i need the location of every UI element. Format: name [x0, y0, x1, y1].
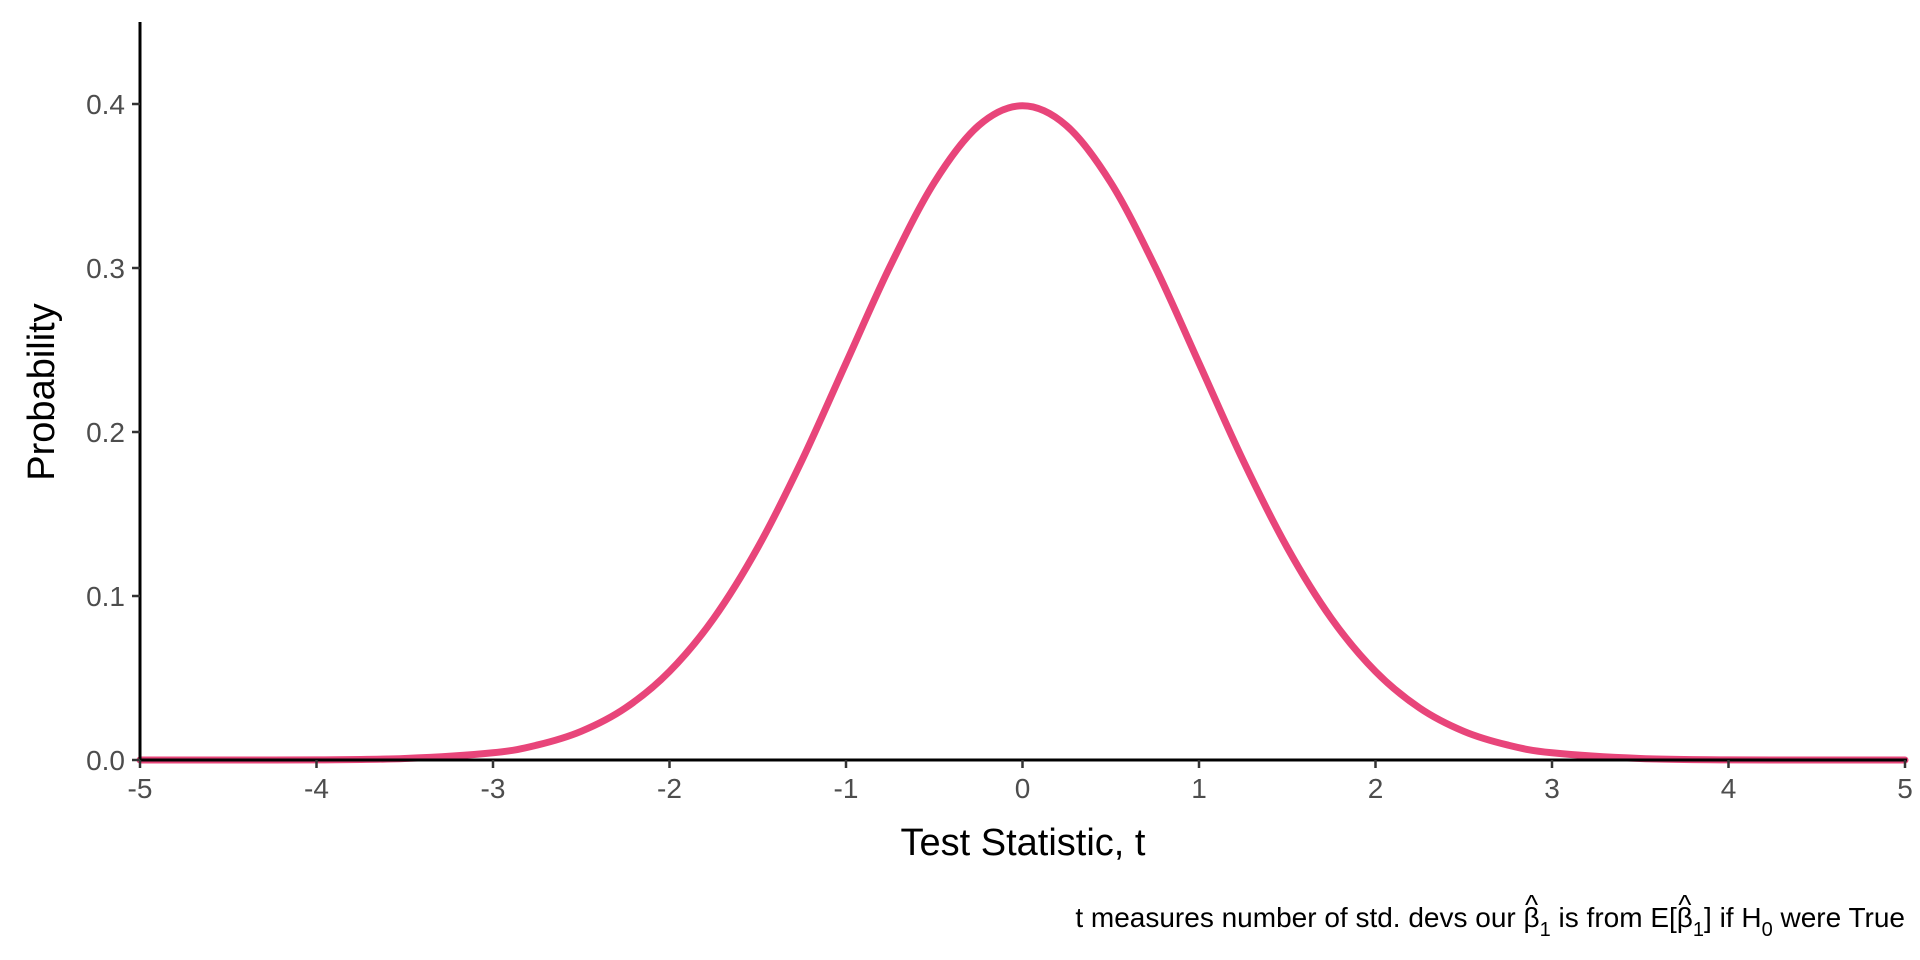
- subscript-0: 0: [1762, 919, 1773, 941]
- x-tick-label: -5: [128, 773, 153, 804]
- y-tick-label: 0.4: [86, 89, 125, 120]
- x-axis-ticks: -5 -4 -3 -2 -1 0 1 2 3 4 5: [128, 760, 1913, 804]
- y-axis-title: Probability: [21, 303, 63, 480]
- hat-mark: ^: [1525, 889, 1538, 920]
- y-tick-label: 0.1: [86, 581, 125, 612]
- density-curve: [136, 102, 1909, 764]
- x-tick-label: -1: [834, 773, 859, 804]
- x-tick-label: 2: [1368, 773, 1384, 804]
- beta-hat-symbol: β: [1677, 902, 1693, 933]
- subscript-1: 1: [1540, 919, 1551, 941]
- x-tick-label: 5: [1897, 773, 1913, 804]
- beta-hat-symbol: β: [1524, 902, 1540, 933]
- x-tick-label: 0: [1015, 773, 1031, 804]
- x-tick-label: -4: [304, 773, 329, 804]
- x-tick-label: 3: [1544, 773, 1560, 804]
- caption-part-2: is from E[: [1551, 902, 1677, 933]
- caption: t measures number of std. devs our β1 is…: [1075, 902, 1905, 941]
- plot-area: [136, 102, 1909, 764]
- x-tick-label: -2: [657, 773, 682, 804]
- x-tick-label: -3: [481, 773, 506, 804]
- caption-part-1: t measures number of std. devs our: [1075, 902, 1523, 933]
- y-tick-label: 0.2: [86, 417, 125, 448]
- y-tick-label: 0.0: [86, 745, 125, 776]
- x-tick-label: 1: [1191, 773, 1207, 804]
- x-axis-title: Test Statistic, t: [901, 822, 1146, 864]
- hat-mark: ^: [1678, 889, 1691, 920]
- x-tick-label: 4: [1721, 773, 1737, 804]
- caption-part-3: ] if H: [1704, 902, 1762, 933]
- caption-part-4: were True: [1773, 902, 1905, 933]
- subscript-1: 1: [1693, 919, 1704, 941]
- y-tick-label: 0.3: [86, 253, 125, 284]
- caption-hat-marks: ^ ^: [1525, 889, 1691, 920]
- y-axis-ticks: 0.0 0.1 0.2 0.3 0.4: [86, 89, 140, 776]
